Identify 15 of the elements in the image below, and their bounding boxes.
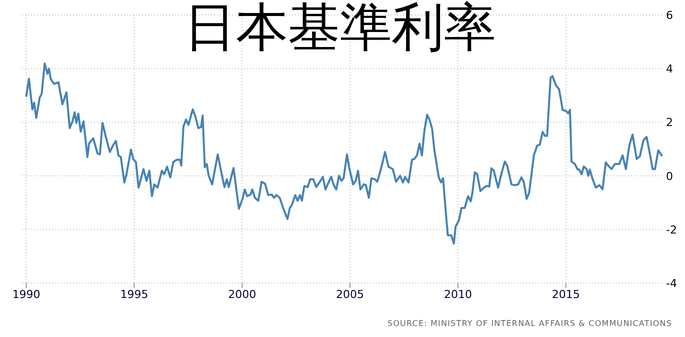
y-tick-label: -2 [666,223,677,236]
x-tick-label: 1995 [120,288,148,301]
y-tick-label: 4 [666,62,673,76]
y-tick-label: -4 [666,277,677,290]
x-tick-label: 2005 [336,288,364,301]
y-tick-label: 6 [666,9,673,22]
x-tick-label: 2015 [552,288,580,301]
line-series [25,62,663,245]
x-tick-label: 1990 [12,288,40,301]
chart-title: 日本基準利率 [184,0,496,58]
y-tick-label: 2 [666,116,673,130]
x-tick-label: 2000 [228,288,256,301]
y-tick-label: 0 [666,170,673,183]
source-note: SOURCE: MINISTRY OF INTERNAL AFFAIRS & COMMUNICATIONS [387,319,672,328]
x-tick-label: 2010 [444,288,472,301]
